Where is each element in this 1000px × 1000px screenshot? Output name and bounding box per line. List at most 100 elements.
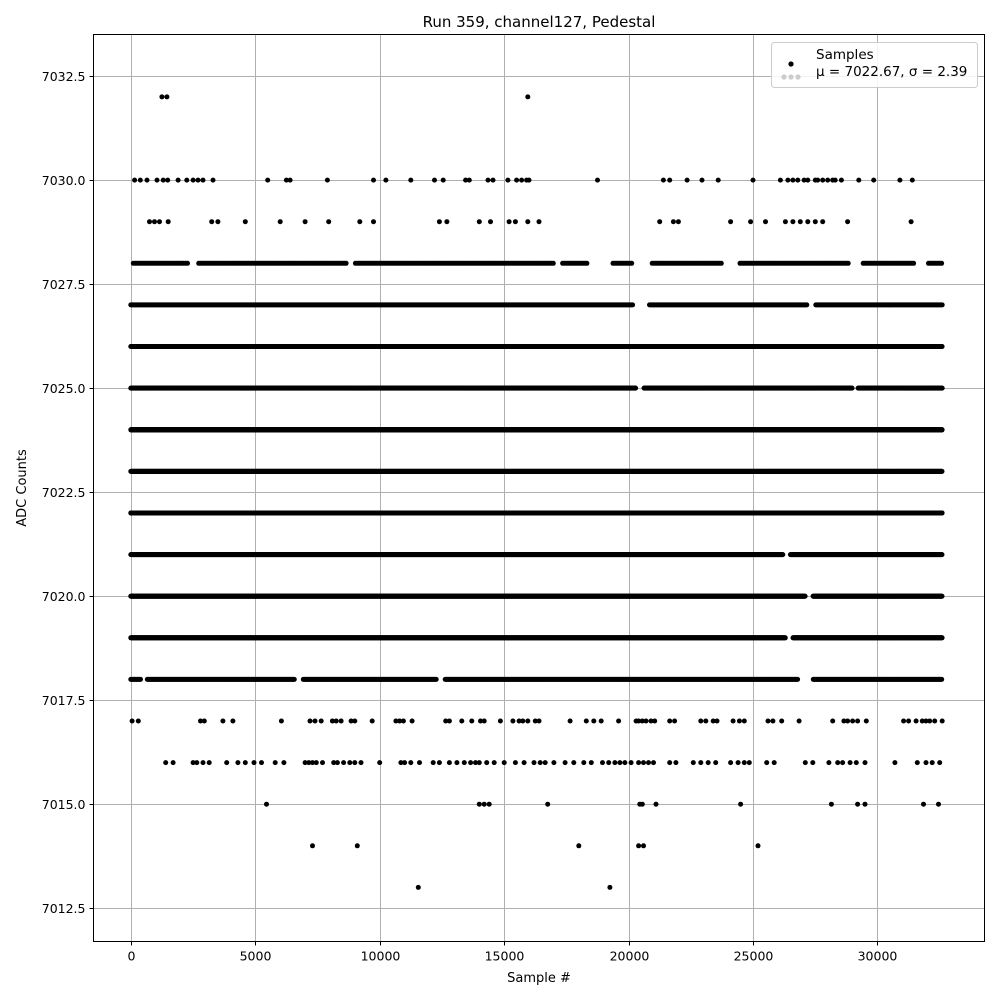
data-point <box>486 178 491 183</box>
data-point <box>155 178 160 183</box>
data-point <box>856 178 861 183</box>
data-point <box>813 219 818 224</box>
data-point <box>909 219 914 224</box>
data-point <box>850 386 855 391</box>
data-point <box>805 178 810 183</box>
data-point <box>897 178 902 183</box>
data-point <box>514 178 519 183</box>
data-point <box>815 178 820 183</box>
data-point <box>525 94 530 99</box>
data-point <box>132 178 137 183</box>
data-point <box>303 219 308 224</box>
data-point <box>185 261 190 266</box>
data-point <box>785 178 790 183</box>
data-point <box>164 94 169 99</box>
data-point <box>685 178 690 183</box>
data-point <box>519 178 524 183</box>
data-point <box>488 219 493 224</box>
data-point <box>790 178 795 183</box>
data-point <box>820 178 825 183</box>
data-point <box>839 178 844 183</box>
data-point <box>477 219 482 224</box>
data-point <box>145 178 150 183</box>
data-point <box>525 219 530 224</box>
data-point <box>748 219 753 224</box>
data-point <box>326 219 331 224</box>
data-point <box>357 219 362 224</box>
data-point <box>805 219 810 224</box>
data-point <box>147 219 152 224</box>
data-point <box>629 261 634 266</box>
data-point <box>278 219 283 224</box>
data-point <box>551 261 556 266</box>
data-point <box>527 178 532 183</box>
data-point <box>437 219 442 224</box>
data-point <box>778 178 783 183</box>
data-point <box>910 178 915 183</box>
data-point <box>491 178 496 183</box>
data-point <box>833 178 838 183</box>
data-point <box>159 94 164 99</box>
data-point <box>940 344 945 349</box>
data-point <box>751 178 756 183</box>
data-point <box>138 178 143 183</box>
data-point <box>798 219 803 224</box>
data-point <box>467 178 472 183</box>
data-point <box>161 178 166 183</box>
data-point <box>939 261 944 266</box>
data-point <box>820 219 825 224</box>
data-point <box>667 178 672 183</box>
data-point <box>846 261 851 266</box>
data-point <box>505 178 510 183</box>
data-point <box>595 178 600 183</box>
data-point <box>671 219 676 224</box>
data-point <box>157 219 162 224</box>
data-point <box>215 219 220 224</box>
data-point <box>911 261 916 266</box>
data-point <box>657 219 662 224</box>
data-point <box>441 178 446 183</box>
data-point <box>584 261 589 266</box>
data-point <box>845 219 850 224</box>
data-point <box>152 219 157 224</box>
data-point <box>243 219 248 224</box>
data-point <box>633 386 638 391</box>
data-point <box>728 219 733 224</box>
data-point <box>408 178 413 183</box>
data-point <box>371 178 376 183</box>
data-point <box>344 261 349 266</box>
data-point <box>661 178 666 183</box>
data-point <box>383 178 388 183</box>
data-point <box>176 178 181 183</box>
data-point <box>825 178 830 183</box>
data-point <box>513 219 518 224</box>
data-point <box>719 261 724 266</box>
data-point <box>432 178 437 183</box>
data-point <box>871 178 876 183</box>
data-point <box>371 219 376 224</box>
data-point <box>507 219 512 224</box>
data-point <box>763 219 768 224</box>
data-point <box>790 219 795 224</box>
data-point <box>165 178 170 183</box>
data-point <box>201 178 206 183</box>
data-point <box>325 178 330 183</box>
data-point <box>630 302 635 307</box>
data-point <box>265 178 270 183</box>
data-point <box>166 219 171 224</box>
data-point <box>676 219 681 224</box>
data-point <box>716 178 721 183</box>
data-point <box>783 219 788 224</box>
data-point <box>804 302 809 307</box>
data-point <box>209 219 214 224</box>
data-point <box>184 178 189 183</box>
data-point <box>211 178 216 183</box>
chart-title: Run 359, channel127, Pedestal <box>423 13 656 31</box>
data-point <box>196 178 201 183</box>
data-point <box>700 178 705 183</box>
data-point <box>191 178 196 183</box>
data-point <box>444 219 449 224</box>
data-point <box>795 178 800 183</box>
